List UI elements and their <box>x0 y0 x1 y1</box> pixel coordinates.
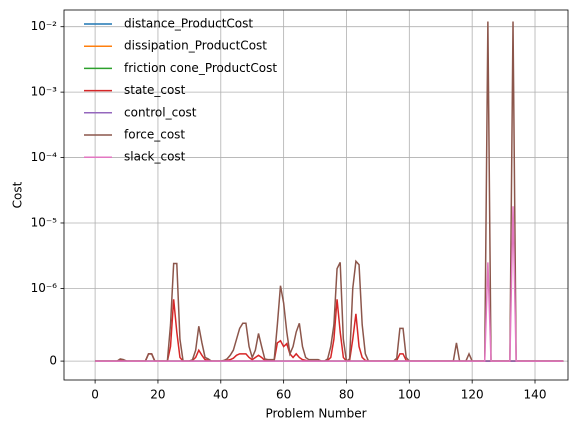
series-line <box>95 206 564 362</box>
y-tick-label: 10⁻³ <box>31 85 58 99</box>
y-tick-label: 10⁻⁶ <box>31 281 58 295</box>
legend-label: slack_cost <box>124 150 186 164</box>
legend-label: state_cost <box>124 83 186 97</box>
legend-label: control_cost <box>124 105 197 119</box>
y-axis-label: Cost <box>11 181 25 208</box>
y-tick-label: 10⁻² <box>31 19 58 33</box>
x-tick-label: 120 <box>461 388 484 402</box>
plot-frame <box>63 9 569 381</box>
x-tick-label: 0 <box>91 388 99 402</box>
legend-label: dissipation_ProductCost <box>124 39 267 53</box>
x-axis-label: Problem Number <box>265 407 366 421</box>
y-tick-label: 10⁻⁵ <box>31 215 58 229</box>
legend-label: force_cost <box>124 128 185 142</box>
legend-label: friction cone_ProductCost <box>124 61 277 75</box>
x-tick-label: 140 <box>524 388 547 402</box>
x-tick-label: 80 <box>339 388 354 402</box>
legend-label: distance_ProductCost <box>124 17 253 31</box>
y-tick-label: 10⁻⁴ <box>31 150 58 164</box>
x-tick-label: 20 <box>150 388 165 402</box>
x-tick-label: 60 <box>276 388 291 402</box>
x-tick-label: 40 <box>213 388 228 402</box>
x-tick-label: 100 <box>398 388 421 402</box>
y-tick-label: 0 <box>49 354 57 368</box>
series-line <box>95 21 564 363</box>
